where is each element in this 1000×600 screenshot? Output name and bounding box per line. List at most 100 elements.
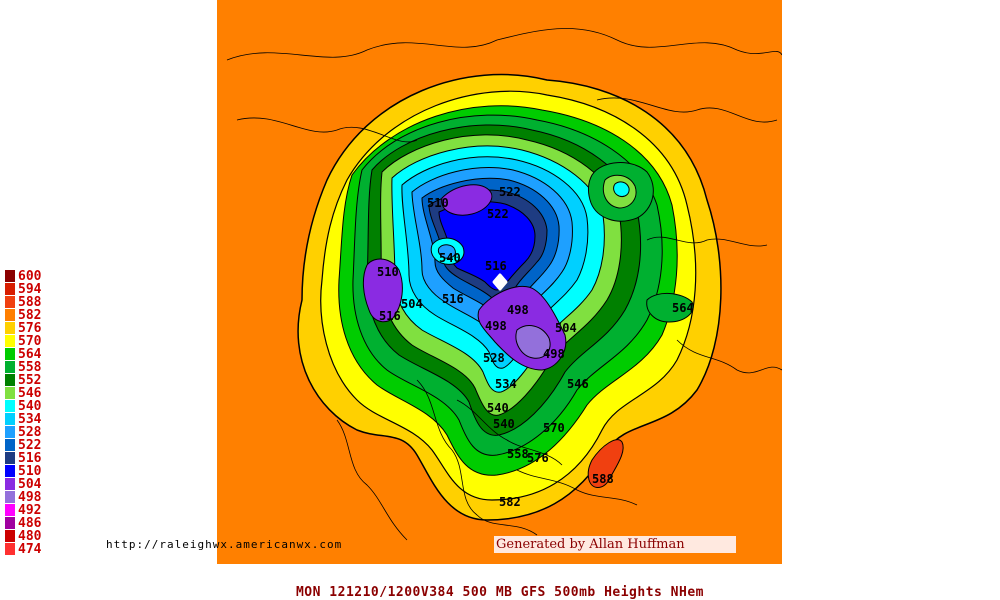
legend-swatch <box>5 465 15 478</box>
contour-label: 540 <box>493 417 515 431</box>
legend-row: 594 <box>5 282 65 297</box>
legend-label: 498 <box>18 490 42 505</box>
high-588 <box>587 439 624 488</box>
legend-row: 480 <box>5 529 65 544</box>
legend-label: 516 <box>18 451 42 466</box>
legend-row: 504 <box>5 477 65 492</box>
legend-row: 570 <box>5 334 65 349</box>
contour-label: 588 <box>592 472 614 486</box>
legend-label: 480 <box>18 529 42 544</box>
legend-swatch <box>5 452 15 465</box>
legend-row: 558 <box>5 360 65 375</box>
legend-swatch <box>5 530 15 543</box>
legend-row: 522 <box>5 438 65 453</box>
contour-label: 564 <box>672 301 694 315</box>
contour-label: 516 <box>485 259 507 273</box>
contour-label: 504 <box>555 321 577 335</box>
contour-label: 504 <box>401 297 423 311</box>
contour-label: 498 <box>485 319 507 333</box>
legend-swatch <box>5 335 15 348</box>
contour-label: 570 <box>543 421 565 435</box>
height-map: 510 522 522 540 516 510 504 516 516 498 … <box>217 0 782 564</box>
contour-label: 522 <box>487 207 509 221</box>
north-pole-marker <box>492 273 508 291</box>
legend-swatch <box>5 387 15 400</box>
low-504-west <box>362 258 403 323</box>
legend-row: 576 <box>5 321 65 336</box>
legend-swatch <box>5 322 15 335</box>
legend-swatch <box>5 348 15 361</box>
map-caption: MON 121210/1200V384 500 MB GFS 500mb Hei… <box>295 585 704 600</box>
contour-label: 522 <box>499 185 521 199</box>
contour-label: 540 <box>439 251 461 265</box>
legend-label: 492 <box>18 503 42 518</box>
legend-swatch <box>5 283 15 296</box>
coastlines <box>226 28 782 541</box>
low-atlantic-ne-inner <box>613 181 630 197</box>
contour-label: 534 <box>495 377 517 391</box>
legend-label: 528 <box>18 425 42 440</box>
contour-label: 582 <box>499 495 521 509</box>
legend-label: 564 <box>18 347 42 362</box>
contour-label: 516 <box>379 309 401 323</box>
legend-row: 546 <box>5 386 65 401</box>
legend-row: 564 <box>5 347 65 362</box>
height-contour-map-svg: 510 522 522 540 516 510 504 516 516 498 … <box>226 28 782 541</box>
legend-row: 528 <box>5 425 65 440</box>
legend-row: 498 <box>5 490 65 505</box>
legend-label: 588 <box>18 295 42 310</box>
legend-swatch <box>5 270 15 283</box>
legend-label: 486 <box>18 516 42 531</box>
contour-label: 498 <box>543 347 565 361</box>
legend-row: 474 <box>5 542 65 557</box>
contour-label: 510 <box>377 265 399 279</box>
legend-row: 510 <box>5 464 65 479</box>
legend-label: 594 <box>18 282 42 297</box>
legend-swatch <box>5 426 15 439</box>
legend-label: 534 <box>18 412 42 427</box>
legend-swatch <box>5 361 15 374</box>
legend-row: 492 <box>5 503 65 518</box>
legend-swatch <box>5 400 15 413</box>
contour-label: 576 <box>527 451 549 465</box>
legend-swatch <box>5 478 15 491</box>
legend-swatch <box>5 374 15 387</box>
contour-label: 540 <box>487 401 509 415</box>
legend-label: 582 <box>18 308 42 323</box>
low-europe <box>646 293 694 323</box>
low-528-center <box>437 244 456 259</box>
legend-label: 600 <box>18 269 42 284</box>
legend-row: 540 <box>5 399 65 414</box>
legend-label: 576 <box>18 321 42 336</box>
low-498-core <box>515 325 551 359</box>
legend-row: 600 <box>5 269 65 284</box>
contour-label: 546 <box>567 377 589 391</box>
legend-label: 540 <box>18 399 42 414</box>
legend-swatch <box>5 543 15 556</box>
legend-row: 534 <box>5 412 65 427</box>
legend-row: 516 <box>5 451 65 466</box>
contour-label: 498 <box>507 303 529 317</box>
legend-swatch <box>5 439 15 452</box>
legend-row: 588 <box>5 295 65 310</box>
legend-row: 582 <box>5 308 65 323</box>
contour-label: 528 <box>483 351 505 365</box>
height-legend: 600 594 588 582 576 570 564 558 552 546 540 534 528 5… <box>5 269 65 557</box>
contour-label: 558 <box>507 447 529 461</box>
legend-row: 552 <box>5 373 65 388</box>
legend-label: 552 <box>18 373 42 388</box>
legend-swatch <box>5 517 15 530</box>
legend-label: 522 <box>18 438 42 453</box>
legend-label: 558 <box>18 360 42 375</box>
legend-label: 510 <box>18 464 42 479</box>
legend-label: 570 <box>18 334 42 349</box>
legend-swatch <box>5 504 15 517</box>
legend-swatch <box>5 491 15 504</box>
legend-label: 546 <box>18 386 42 401</box>
low-504-north <box>441 184 493 216</box>
source-url: http://raleighwx.americanwx.com <box>106 538 343 551</box>
legend-swatch <box>5 309 15 322</box>
legend-label: 504 <box>18 477 42 492</box>
legend-swatch <box>5 413 15 426</box>
contour-label: 510 <box>427 196 449 210</box>
